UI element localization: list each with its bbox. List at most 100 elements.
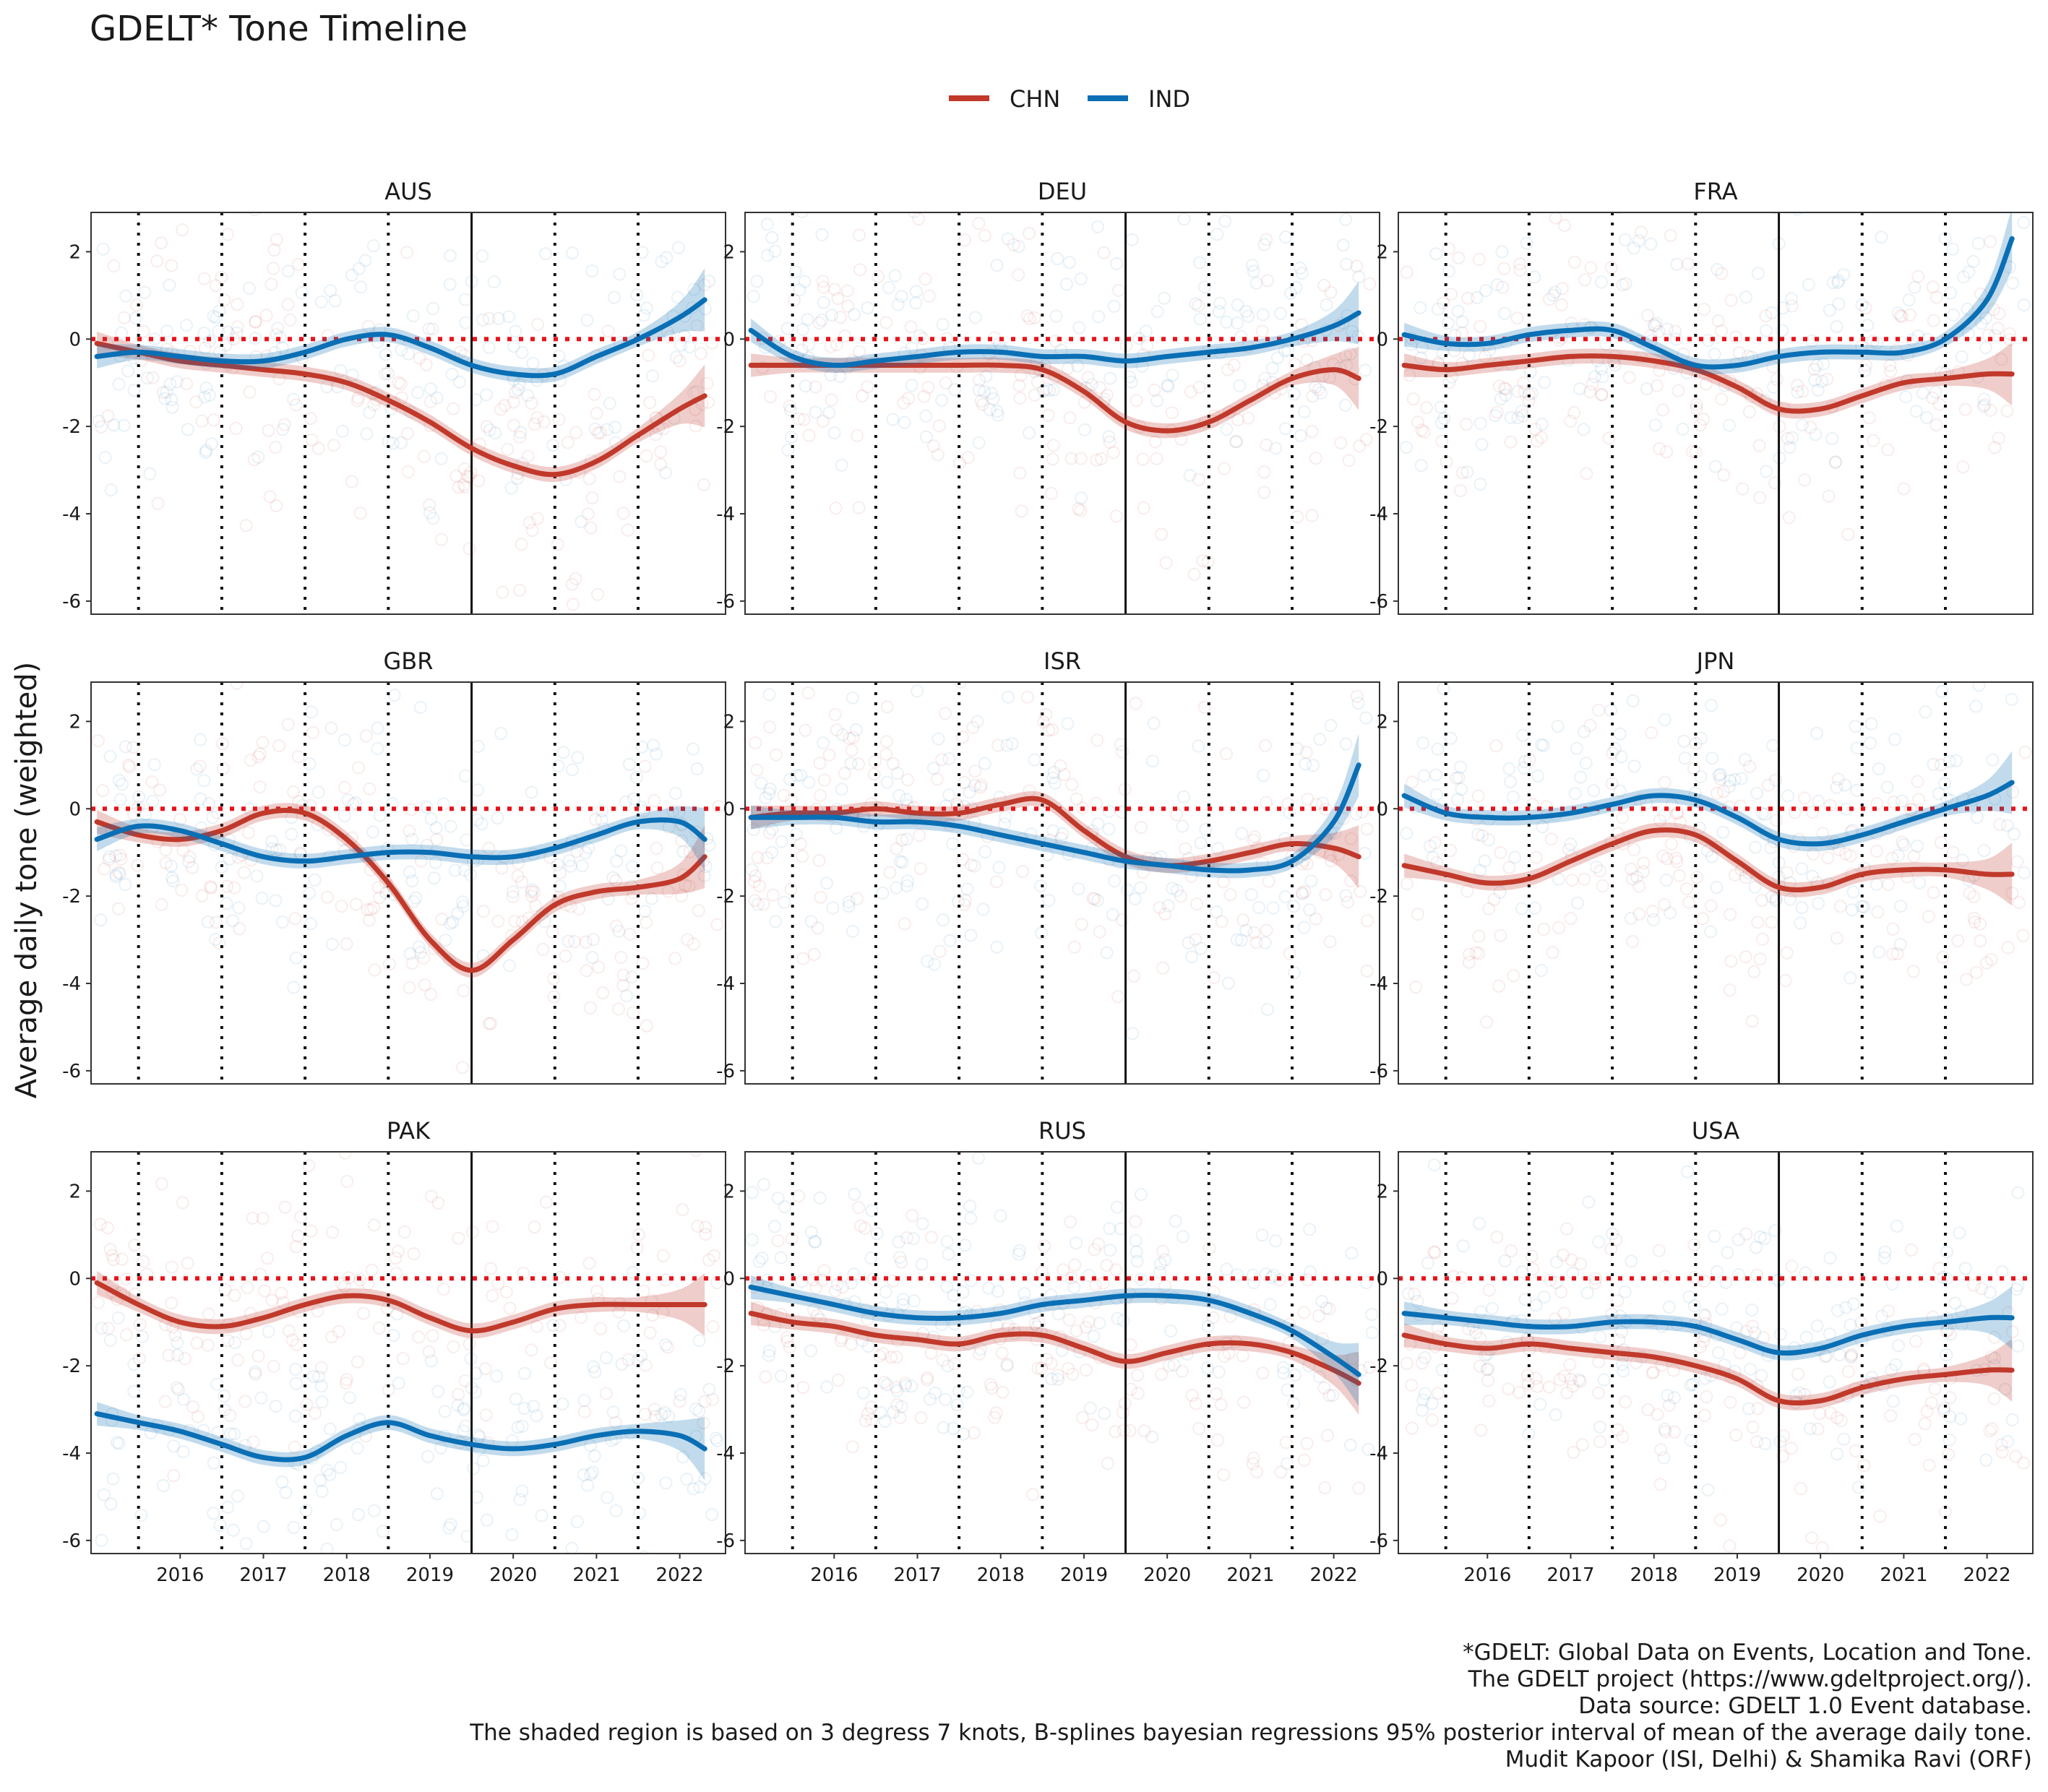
raw-point (1431, 742, 1445, 756)
raw-point (892, 789, 906, 802)
raw-point (614, 951, 628, 964)
raw-point (795, 212, 809, 218)
raw-point (376, 1525, 390, 1538)
raw-point (1000, 1358, 1014, 1371)
raw-point (412, 940, 426, 954)
raw-point (1560, 1386, 1574, 1400)
raw-point (422, 1345, 436, 1358)
raw-point (1979, 956, 1993, 970)
raw-point (1131, 1387, 1145, 1400)
raw-point (137, 1254, 150, 1268)
raw-point (1626, 935, 1640, 948)
raw-point (834, 1334, 848, 1348)
raw-point (1605, 777, 1619, 791)
raw-point (950, 1398, 964, 1412)
raw-point (1046, 723, 1059, 736)
raw-point (1510, 311, 1524, 325)
raw-point (585, 951, 599, 964)
raw-point (1578, 273, 1592, 287)
raw-point (1492, 979, 1506, 993)
raw-point (781, 443, 795, 457)
raw-point (1231, 413, 1245, 426)
raw-point (282, 1324, 296, 1337)
raw-point (672, 805, 686, 819)
raw-point (228, 1427, 241, 1441)
raw-point (314, 1473, 327, 1487)
raw-point (594, 1322, 608, 1335)
raw-point (1101, 388, 1114, 402)
raw-point (1920, 1405, 1934, 1418)
raw-point (511, 869, 525, 883)
raw-point (1658, 1422, 1671, 1436)
raw-point (2005, 693, 2018, 706)
raw-point (1042, 894, 1056, 908)
panel-frame (744, 212, 1380, 615)
raw-point (796, 323, 809, 336)
raw-point (846, 924, 859, 938)
raw-point (1979, 1453, 1993, 1467)
raw-point (1174, 433, 1188, 446)
raw-point (1742, 405, 1756, 418)
raw-point (1895, 794, 1909, 808)
raw-point (1506, 791, 1520, 804)
raw-point (315, 1484, 329, 1498)
raw-point (1281, 1383, 1294, 1397)
raw-point (215, 861, 228, 874)
raw-point (1645, 905, 1659, 918)
raw-point (115, 326, 128, 340)
raw-point (1028, 311, 1041, 324)
raw-point (1298, 405, 1311, 418)
raw-point (747, 822, 760, 836)
raw-point (249, 315, 262, 328)
x-tick-label: 2022 (1963, 1564, 2011, 1586)
raw-point (349, 796, 363, 809)
raw-point (650, 842, 663, 855)
raw-point (1760, 465, 1773, 478)
raw-point (658, 1406, 671, 1419)
raw-point (1595, 275, 1608, 289)
raw-point (546, 439, 560, 452)
raw-point (636, 957, 650, 970)
raw-point (1303, 1265, 1317, 1279)
raw-point (1415, 1403, 1429, 1417)
raw-point (141, 371, 154, 385)
raw-point (1647, 318, 1661, 332)
raw-point (155, 898, 168, 911)
raw-point (1807, 363, 1821, 376)
raw-point (1414, 639, 1426, 650)
raw-point (509, 1392, 522, 1406)
raw-point (1162, 1359, 1176, 1372)
raw-point (577, 1405, 591, 1418)
raw-point (111, 1436, 124, 1449)
raw-point (209, 933, 223, 947)
raw-point (1758, 808, 1772, 821)
raw-point (2011, 1278, 2025, 1292)
raw-point (1026, 1488, 1040, 1502)
raw-point (101, 1322, 115, 1335)
raw-point (1236, 913, 1249, 927)
raw-point (1593, 1420, 1606, 1434)
raw-point (973, 1347, 986, 1361)
raw-point (340, 937, 353, 951)
raw-point (762, 1348, 775, 1362)
raw-point (1455, 315, 1469, 329)
raw-point (1442, 376, 1456, 389)
raw-point (482, 340, 496, 354)
raw-point (1579, 757, 1593, 770)
raw-point (1481, 1374, 1494, 1387)
raw-point (974, 778, 988, 792)
line-chn (748, 1311, 1361, 1386)
raw-point (1894, 900, 1908, 913)
raw-point (847, 1267, 861, 1281)
raw-point (844, 757, 858, 770)
raw-point (1324, 285, 1338, 299)
raw-point (2006, 276, 2020, 290)
raw-point (1319, 803, 1333, 816)
raw-point (1554, 1285, 1568, 1299)
raw-point (1893, 937, 1907, 951)
raw-point (337, 1280, 351, 1293)
raw-point (877, 1376, 891, 1390)
raw-point (1453, 484, 1467, 498)
raw-point (345, 268, 358, 282)
line-ind (94, 1411, 707, 1463)
